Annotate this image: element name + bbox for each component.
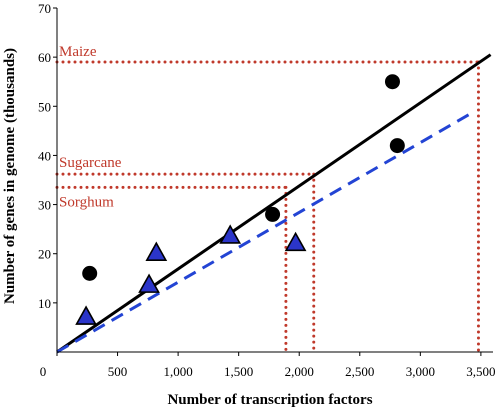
y-tick-label: 10: [38, 296, 51, 311]
x-axis-title: Number of transcription factors: [167, 392, 372, 408]
y-tick-label: 40: [38, 148, 51, 163]
axes: [53, 7, 493, 356]
x-tick-label: 1,000: [163, 364, 192, 379]
y-tick-label: 50: [38, 99, 51, 114]
data-points: [75, 74, 405, 325]
y-tick-label: 60: [38, 50, 51, 65]
x-tick-label: 500: [108, 364, 128, 379]
annotation-maize: Maize: [59, 44, 97, 60]
circle-point: [82, 265, 98, 281]
x-tick-label: 3,000: [406, 364, 435, 379]
triangle-point: [145, 241, 168, 261]
triangle-point: [75, 305, 97, 325]
triangle-point: [219, 224, 242, 244]
circle-point: [389, 138, 405, 154]
circle-point: [384, 74, 400, 90]
annotations: Maize Sugarcane Sorghum: [59, 44, 122, 210]
y-axis-title: Number of genes in genome (thousands): [2, 48, 18, 304]
trendlines: [56, 53, 492, 354]
y-tick-label: 30: [38, 198, 51, 213]
x-tick-label: 3,500: [466, 364, 495, 379]
x-tick-label: 2,000: [285, 364, 314, 379]
tick-labels: 0 500 1,000 1,500 2,000 2,500 3,000 3,500 10 20 30…: [38, 1, 496, 379]
trendline-solid: [56, 53, 492, 354]
x-tick-label: 1,500: [224, 364, 253, 379]
annotation-sorghum: Sorghum: [59, 194, 114, 210]
triangle-point: [138, 273, 160, 293]
circle-point: [265, 206, 281, 222]
x-tick-label: 0: [40, 364, 47, 379]
y-tick-label: 70: [38, 1, 51, 16]
trendline-dashed: [56, 109, 476, 354]
annotation-sugarcane: Sugarcane: [59, 155, 122, 171]
y-tick-label: 20: [38, 247, 51, 262]
triangle-point: [284, 231, 307, 252]
x-tick-label: 2,500: [345, 364, 374, 379]
